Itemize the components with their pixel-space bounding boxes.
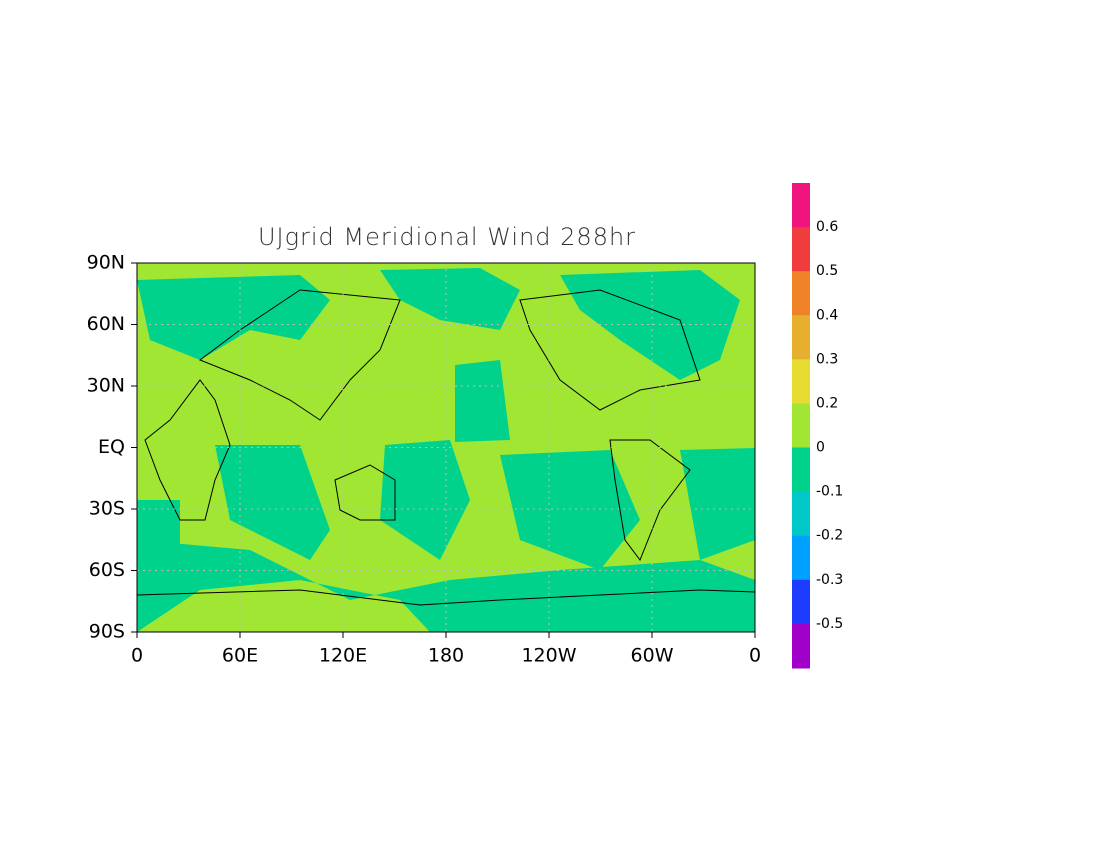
- color-swatch: [792, 359, 810, 404]
- y-tick-label: 90S: [89, 621, 125, 643]
- contour-region: [215, 445, 330, 560]
- y-tick-label: 90N: [87, 252, 125, 274]
- colorbar-label: 0.4: [816, 307, 838, 323]
- x-tick-label: 120E: [319, 645, 367, 667]
- y-tick-label: 60S: [89, 559, 125, 581]
- field-contours: [137, 268, 755, 632]
- x-tick-label: 180: [428, 645, 464, 667]
- y-tick-label: 30N: [87, 375, 125, 397]
- contour-region: [380, 440, 470, 560]
- y-tick-label: EQ: [98, 436, 125, 458]
- contour-region: [680, 448, 755, 560]
- coastline: [198, 289, 401, 421]
- colorbar-label: 0.5: [816, 263, 838, 279]
- color-swatch: [792, 315, 810, 360]
- coastline: [609, 439, 691, 562]
- chart-title: UJgrid Meridional Wind 288hr: [258, 223, 636, 251]
- colorbar: 0.6 0.5 0.4 0.3 0.2 0 -0.1 -0.2 -0.3 -0.5: [792, 183, 843, 669]
- color-swatch: [792, 271, 810, 316]
- x-tick-label: 60E: [222, 645, 258, 667]
- color-swatch: [792, 579, 810, 625]
- colorbar-label: 0.2: [816, 395, 838, 411]
- contour-region: [560, 270, 740, 380]
- coastline: [144, 379, 231, 521]
- colorbar-label: 0.6: [816, 219, 838, 235]
- x-tick-label: 120W: [521, 645, 576, 667]
- color-swatch: [792, 491, 810, 537]
- colorbar-label: 0: [816, 440, 825, 456]
- y-tick-label: 30S: [89, 498, 125, 520]
- color-swatch: [792, 535, 810, 581]
- color-swatch: [792, 227, 810, 272]
- axes: 0 60E 120E 180 120W 60W 0 90N 60N 30N EQ 30S 60S 90S: [87, 252, 761, 667]
- contour-region: [500, 450, 640, 570]
- colorbar-label: -0.5: [816, 616, 843, 632]
- x-tick-label: 0: [749, 645, 761, 667]
- colorbar-label: -0.1: [816, 484, 843, 500]
- x-tick-label: 0: [131, 645, 143, 667]
- y-tick-label: 60N: [87, 313, 125, 335]
- color-swatch: [792, 447, 810, 493]
- coastline: [519, 289, 701, 411]
- coastlines: [136, 289, 756, 606]
- colorbar-label: -0.3: [816, 572, 843, 588]
- contour-region: [380, 268, 520, 330]
- contour-region: [455, 360, 510, 442]
- coastline: [334, 464, 396, 521]
- contour-region: [137, 500, 180, 570]
- colorbar-label: 0.3: [816, 351, 838, 367]
- contour-region: [137, 540, 755, 632]
- plot-frame: [136, 262, 756, 633]
- color-swatch: [792, 403, 810, 449]
- colorbar-label: -0.2: [816, 528, 843, 544]
- color-swatch: [792, 623, 810, 669]
- contour-region: [137, 275, 330, 360]
- x-tick-label: 60W: [631, 645, 674, 667]
- color-swatch: [792, 183, 810, 228]
- coastline: [136, 589, 756, 606]
